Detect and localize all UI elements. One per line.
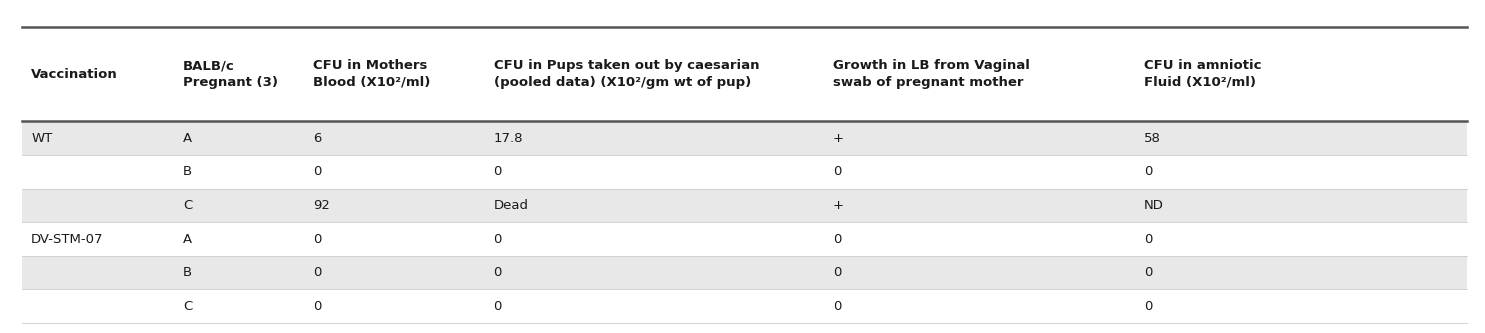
Text: B: B (183, 166, 192, 178)
Text: A: A (183, 132, 192, 145)
Text: 0: 0 (493, 232, 502, 245)
Text: 0: 0 (833, 166, 842, 178)
Text: CFU in amniotic
Fluid (X10²/ml): CFU in amniotic Fluid (X10²/ml) (1143, 59, 1261, 89)
Text: WT: WT (31, 132, 52, 145)
Text: +: + (833, 199, 843, 212)
Text: 0: 0 (833, 300, 842, 313)
Text: 0: 0 (1143, 266, 1152, 279)
Text: Growth in LB from Vaginal
swab of pregnant mother: Growth in LB from Vaginal swab of pregna… (833, 59, 1031, 89)
Text: 0: 0 (493, 300, 502, 313)
Text: Dead: Dead (493, 199, 529, 212)
Text: CFU in Mothers
Blood (X10²/ml): CFU in Mothers Blood (X10²/ml) (313, 59, 431, 89)
Text: 0: 0 (833, 266, 842, 279)
Text: 58: 58 (1143, 132, 1161, 145)
Text: A: A (183, 232, 192, 245)
Text: 0: 0 (1143, 232, 1152, 245)
Text: 6: 6 (313, 132, 321, 145)
Text: DV-STM-07: DV-STM-07 (31, 232, 104, 245)
Text: 0: 0 (313, 166, 321, 178)
Text: C: C (183, 300, 192, 313)
Text: +: + (833, 132, 843, 145)
Text: 0: 0 (493, 266, 502, 279)
Text: 0: 0 (1143, 166, 1152, 178)
Text: BALB/c
Pregnant (3): BALB/c Pregnant (3) (183, 59, 278, 89)
Text: 0: 0 (833, 232, 842, 245)
Text: C: C (183, 199, 192, 212)
Text: ND: ND (1143, 199, 1164, 212)
Text: 17.8: 17.8 (493, 132, 523, 145)
Text: B: B (183, 266, 192, 279)
Text: 0: 0 (313, 232, 321, 245)
Text: 0: 0 (1143, 300, 1152, 313)
Text: 92: 92 (313, 199, 330, 212)
Text: 0: 0 (313, 266, 321, 279)
Text: 0: 0 (313, 300, 321, 313)
Text: Vaccination: Vaccination (31, 68, 117, 81)
Text: CFU in Pups taken out by caesarian
(pooled data) (X10²/gm wt of pup): CFU in Pups taken out by caesarian (pool… (493, 59, 759, 89)
Text: 0: 0 (493, 166, 502, 178)
